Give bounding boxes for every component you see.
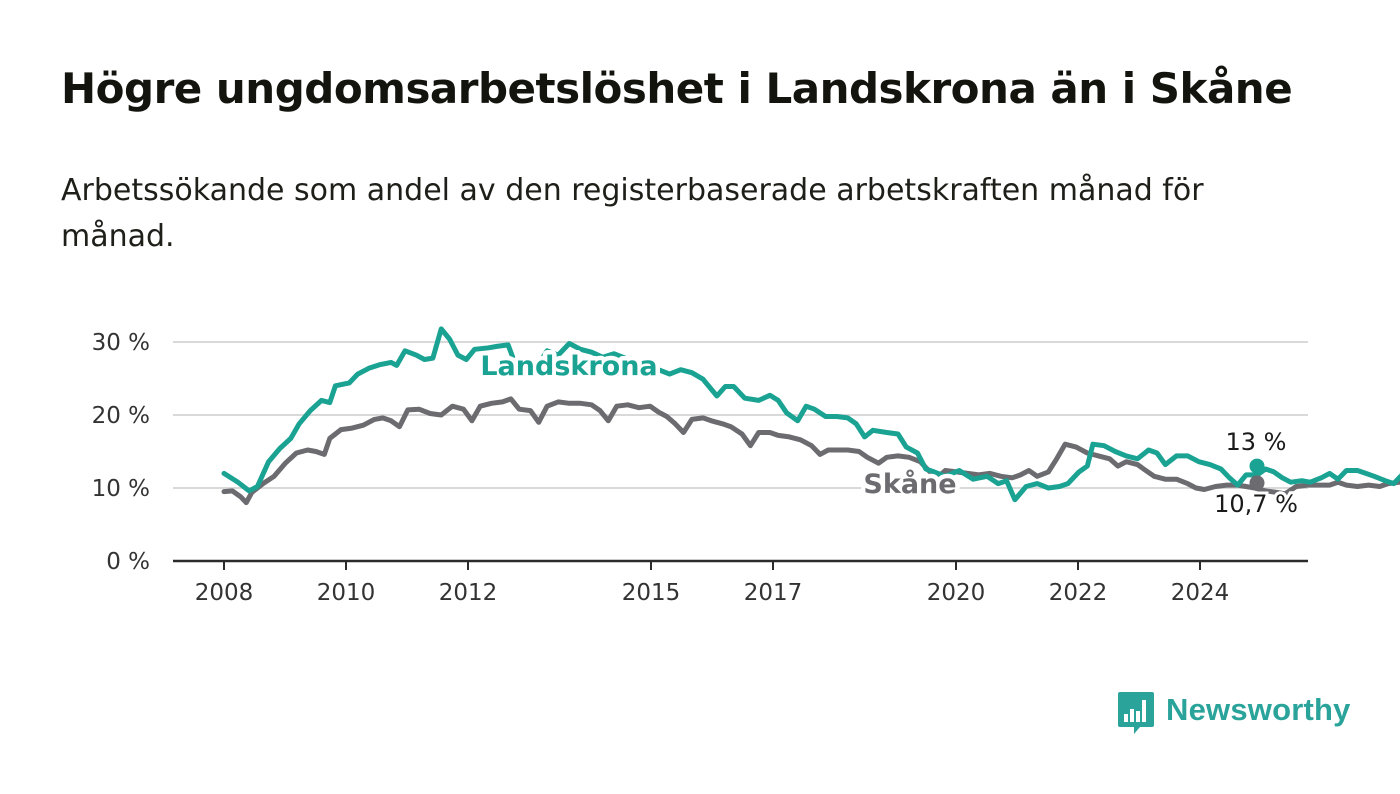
- series-labels: Landskrona Skåne 13 % 10,7 %: [476, 347, 1301, 522]
- end-marker-landskrona: [1249, 458, 1265, 474]
- series-line-skane: [221, 396, 1400, 506]
- y-tick-label: 10 %: [92, 476, 150, 502]
- x-tick-label: 2017: [744, 580, 803, 606]
- x-tick-label: 2020: [927, 580, 986, 606]
- logo-text: Newsworthy: [1166, 692, 1351, 727]
- x-tick-label: 2008: [195, 580, 254, 606]
- series-label-skane: Skåne: [863, 468, 956, 500]
- end-value-label-skane: 10,7 %: [1214, 490, 1298, 518]
- series-label-landskrona: Landskrona: [480, 351, 657, 382]
- y-tick-label: 20 %: [92, 403, 150, 429]
- y-axis-ticks: 0 % 10 % 20 % 30 %: [92, 330, 150, 575]
- bar-chart-speech-bubble-icon: [1118, 692, 1154, 734]
- newsworthy-logo[interactable]: Newsworthy: [1118, 690, 1350, 738]
- x-tick-label: 2024: [1171, 580, 1230, 606]
- gridlines: [173, 341, 1308, 563]
- y-tick-label: 0 %: [106, 549, 150, 575]
- series-group: [221, 326, 1400, 506]
- end-value-label-landskrona: 13 %: [1226, 428, 1287, 456]
- x-tick-label: 2012: [439, 580, 498, 606]
- x-tick-label: 2015: [622, 580, 681, 606]
- y-tick-label: 30 %: [92, 330, 150, 356]
- x-axis-ticks: 2008 2010 2012 2015 2017 2020 2022 2024: [195, 561, 1230, 606]
- chart-title: Högre ungdomsarbetslöshet i Landskrona ä…: [61, 64, 1293, 113]
- series-line-landskrona: [221, 326, 1400, 503]
- chart-subtitle: Arbetssökande som andel av den registerb…: [61, 173, 1204, 254]
- end-marker-skane: [1249, 475, 1265, 491]
- x-tick-label: 2010: [317, 580, 376, 606]
- x-tick-label: 2022: [1049, 580, 1108, 606]
